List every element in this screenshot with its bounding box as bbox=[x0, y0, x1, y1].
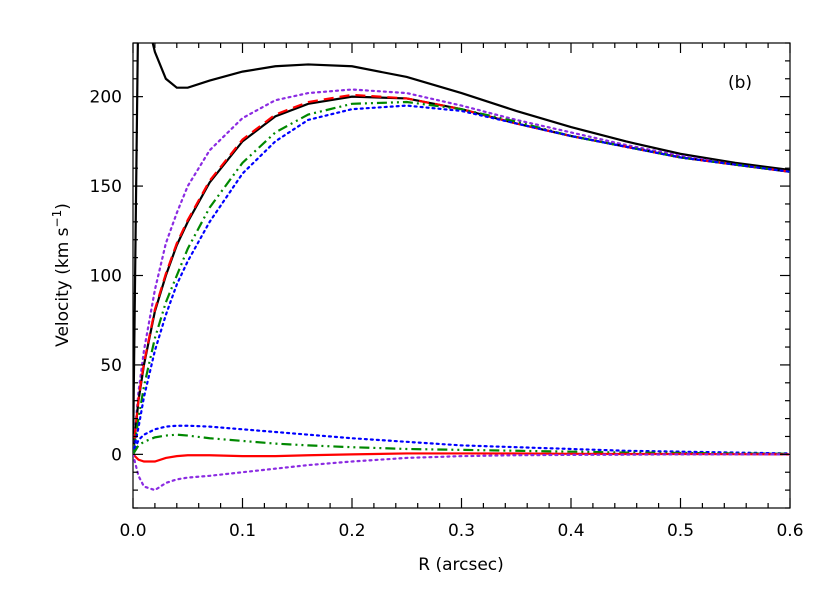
x-tick-label: 0.1 bbox=[229, 521, 256, 541]
series-line bbox=[133, 93, 790, 455]
plot-frame bbox=[132, 42, 791, 509]
x-tick-label: 0.6 bbox=[776, 521, 803, 541]
series-line bbox=[133, 424, 790, 456]
series-line bbox=[133, 452, 790, 463]
y-tick-label: 100 bbox=[90, 267, 122, 287]
y-tick-label: 50 bbox=[100, 356, 122, 376]
y-tick-label: 200 bbox=[90, 88, 122, 108]
x-axis-label: R (arcsec) bbox=[418, 555, 504, 575]
series-line bbox=[133, 100, 790, 455]
series-line bbox=[133, 433, 790, 455]
x-tick-label: 0.0 bbox=[119, 521, 146, 541]
y-axis-label: Velocity (km s−1) bbox=[50, 203, 73, 347]
y-tick-label: 150 bbox=[90, 177, 122, 197]
series-line bbox=[133, 95, 790, 455]
x-tick-label: 0.4 bbox=[557, 521, 584, 541]
y-tick-label: 0 bbox=[111, 445, 122, 465]
series-line bbox=[133, 43, 790, 455]
series-line bbox=[133, 453, 790, 492]
series-line bbox=[133, 88, 790, 456]
y-label-text: ) bbox=[53, 203, 73, 210]
plot-lines bbox=[133, 43, 790, 492]
x-tick-label: 0.5 bbox=[667, 521, 694, 541]
series-line bbox=[133, 104, 790, 456]
y-label-superscript: −1 bbox=[50, 210, 64, 228]
x-tick-label: 0.3 bbox=[448, 521, 475, 541]
x-tick-label: 0.2 bbox=[338, 521, 365, 541]
annotation: (b) bbox=[728, 73, 752, 93]
y-label-text: Velocity (km s bbox=[53, 227, 73, 347]
